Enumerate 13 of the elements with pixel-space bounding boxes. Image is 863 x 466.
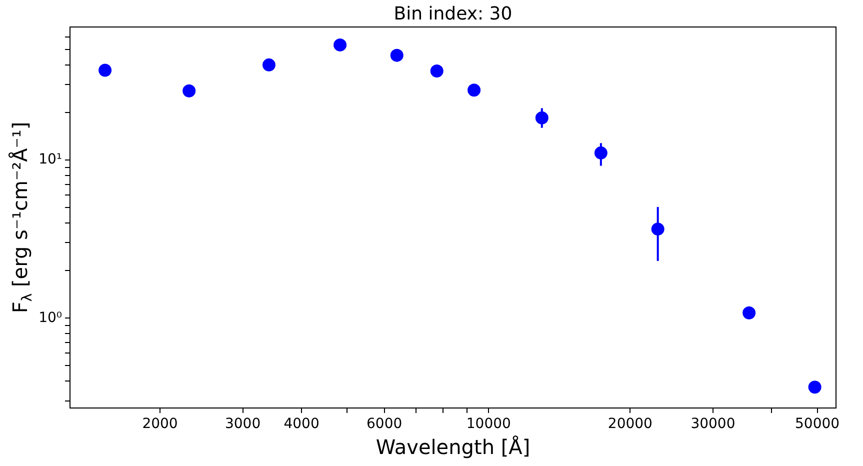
x-tick-label: 6000 bbox=[366, 416, 402, 432]
y-tick-label: 10⁰ bbox=[38, 310, 62, 326]
x-tick-label: 10000 bbox=[466, 416, 511, 432]
x-axis-title: Wavelength [Å] bbox=[376, 435, 530, 460]
x-tick-label: 4000 bbox=[284, 416, 320, 432]
x-tick-label: 2000 bbox=[142, 416, 178, 432]
y-axis-title: Fλ [erg s⁻¹cm⁻²Å⁻¹] bbox=[8, 122, 36, 314]
chart-title: Bin index: 30 bbox=[394, 4, 512, 25]
x-tick-label: 20000 bbox=[608, 416, 652, 432]
y-tick-label: 10¹ bbox=[38, 152, 62, 168]
x-tick-label: 3000 bbox=[224, 416, 261, 432]
x-tick-label: 30000 bbox=[690, 416, 736, 432]
x-tick-label: 50000 bbox=[795, 416, 840, 432]
